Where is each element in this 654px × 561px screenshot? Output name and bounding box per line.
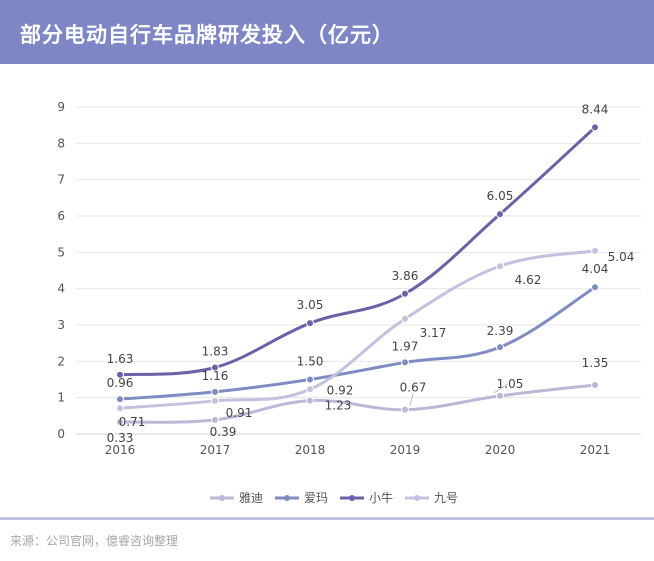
x-tick-label: 2020 xyxy=(485,443,516,457)
source-note: 来源：公司官网，億睿咨询整理 xyxy=(10,534,179,548)
legend-label: 九号 xyxy=(434,491,458,505)
x-tick-label: 2017 xyxy=(200,443,231,457)
data-point xyxy=(496,391,504,400)
y-tick-label: 7 xyxy=(57,173,65,187)
data-point xyxy=(116,404,124,413)
y-tick-label: 3 xyxy=(57,318,65,332)
y-tick-label: 4 xyxy=(57,282,65,296)
y-tick-label: 5 xyxy=(57,245,65,259)
data-label: 3.17 xyxy=(420,326,447,340)
data-point xyxy=(306,375,314,384)
header-bar: 部分电动自行车品牌研发投入（亿元） xyxy=(0,0,654,64)
y-tick-label: 9 xyxy=(57,100,65,114)
data-label: 1.16 xyxy=(202,369,229,383)
data-label: 0.92 xyxy=(327,384,354,398)
legend-item[interactable]: 九号 xyxy=(405,491,458,505)
data-label: 4.04 xyxy=(582,262,609,276)
data-point xyxy=(591,380,599,389)
data-label: 0.96 xyxy=(107,376,134,390)
legend-label: 雅迪 xyxy=(239,490,263,505)
data-point xyxy=(591,246,599,255)
page-title: 部分电动自行车品牌研发投入（亿元） xyxy=(20,23,394,47)
series-line xyxy=(118,125,597,377)
data-point xyxy=(211,387,219,396)
data-point xyxy=(211,363,219,372)
legend-marker xyxy=(414,495,420,501)
data-point xyxy=(401,405,409,414)
data-point xyxy=(306,319,314,328)
legend-item[interactable]: 雅迪 xyxy=(210,490,263,505)
data-label: 1.23 xyxy=(325,398,352,412)
label-leader xyxy=(493,383,509,394)
chart-grid xyxy=(76,106,641,435)
data-label: 0.67 xyxy=(400,381,427,395)
data-label: 0.71 xyxy=(119,415,146,429)
data-point xyxy=(496,262,504,271)
legend-marker xyxy=(284,495,290,501)
data-labels: 0.33 0.390.92 0.67 1.051.350.961.161.501.97… xyxy=(107,102,635,445)
y-axis: 0 1 2 3 4 5 6 7 8 9 xyxy=(57,100,65,441)
data-label: 0.39 xyxy=(210,425,237,439)
data-point xyxy=(211,415,219,424)
data-label: 0.33 xyxy=(107,431,134,445)
x-tick-label: 2021 xyxy=(580,443,611,457)
series-line xyxy=(118,383,597,424)
data-label: 8.44 xyxy=(582,102,609,116)
data-label: 1.83 xyxy=(202,345,229,359)
data-label: 0.91 xyxy=(226,406,253,420)
data-point xyxy=(496,343,504,352)
data-label: 6.05 xyxy=(487,189,514,203)
data-point xyxy=(591,283,599,292)
data-point xyxy=(116,418,124,427)
series-line xyxy=(118,249,597,410)
chart-series xyxy=(116,123,599,427)
y-tick-label: 2 xyxy=(57,354,65,368)
x-tick-label: 2016 xyxy=(105,443,136,457)
data-label: 1.63 xyxy=(107,352,134,366)
data-point xyxy=(116,395,124,404)
legend-marker xyxy=(219,495,225,501)
data-label: 2.39 xyxy=(487,324,514,338)
data-label: 1.35 xyxy=(582,356,609,370)
data-label: 1.50 xyxy=(297,355,324,369)
data-point xyxy=(306,385,314,394)
data-point xyxy=(401,358,409,367)
data-point xyxy=(591,123,599,132)
data-point xyxy=(496,210,504,219)
line-chart: 0 1 2 3 4 5 6 7 8 9 2016 2017 2018 2019 2020 2021 0.33… xyxy=(57,100,641,505)
legend-label: 小牛 xyxy=(369,490,393,505)
y-tick-label: 1 xyxy=(57,391,65,405)
data-point xyxy=(401,314,409,323)
data-point xyxy=(211,396,219,405)
data-label: 5.04 xyxy=(608,250,635,264)
data-point xyxy=(306,396,314,405)
data-label: 3.05 xyxy=(297,298,324,312)
footer-divider xyxy=(0,517,654,520)
data-label: 3.86 xyxy=(392,269,419,283)
data-label: 1.97 xyxy=(392,339,419,353)
data-point xyxy=(116,370,124,379)
y-tick-label: 8 xyxy=(57,136,65,150)
y-tick-label: 0 xyxy=(57,427,65,441)
legend-item[interactable]: 小牛 xyxy=(340,490,393,505)
label-leader xyxy=(409,393,414,406)
legend-marker xyxy=(349,495,355,501)
x-tick-label: 2018 xyxy=(295,443,326,457)
y-tick-label: 6 xyxy=(57,209,65,223)
legend-label: 爱玛 xyxy=(304,491,328,505)
data-label: 4.62 xyxy=(515,273,542,287)
legend-item[interactable]: 爱玛 xyxy=(275,491,328,505)
chart-legend[interactable]: 雅迪 爱玛 小牛 九号 xyxy=(210,490,458,505)
series-line xyxy=(118,285,597,401)
x-tick-label: 2019 xyxy=(390,443,421,457)
x-axis: 2016 2017 2018 2019 2020 2021 xyxy=(105,443,611,457)
data-point xyxy=(401,289,409,298)
